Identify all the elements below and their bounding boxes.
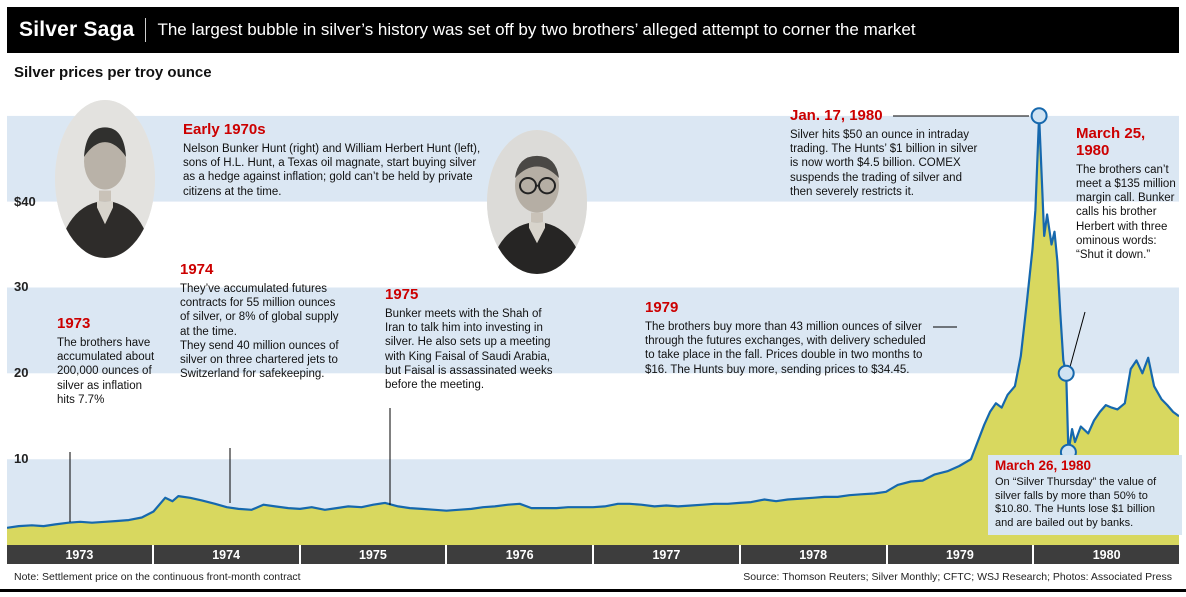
annotation-heading: Jan. 17, 1980: [790, 107, 883, 124]
annotation-1974: 1974 They’ve accumulated futures contrac…: [180, 261, 342, 382]
x-axis-year-1978: 1978: [740, 545, 886, 564]
annotation-body: Bunker meets with the Shah of Iran to ta…: [385, 307, 553, 392]
glasses-icon: [519, 177, 556, 195]
annotation-body: On “Silver Thursday” the value of silver…: [995, 476, 1157, 529]
annotation-body: The brothers buy more than 43 million ou…: [645, 320, 926, 376]
footnote: Note: Settlement price on the continuous…: [14, 571, 301, 583]
annotation-1975: 1975 Bunker meets with the Shah of Iran …: [385, 286, 557, 392]
bg-stripe: [7, 115, 1179, 202]
bg-stripe: [7, 201, 1179, 288]
annotation-heading: March 25, 1980: [1076, 125, 1146, 159]
annotation-heading: March 26, 1980: [995, 458, 1092, 473]
bg-stripe: [7, 90, 1179, 116]
x-axis-year-1977: 1977: [594, 545, 739, 564]
event-marker: [1030, 107, 1048, 125]
annotation-1979: 1979 The brothers buy more than 43 milli…: [645, 299, 937, 377]
annotation-early-1970s: Early 1970s Nelson Bunker Hunt (right) a…: [183, 121, 485, 199]
page-title: Silver Saga: [19, 18, 135, 41]
annotation-heading: 1974: [180, 261, 214, 278]
annotation-march-25-1980: March 25, 1980 The brothers can’t meet a…: [1076, 125, 1176, 262]
event-marker: [1057, 364, 1075, 382]
annotation-body: The brothers can’t meet a $135 million m…: [1076, 163, 1176, 262]
x-axis-year-1979: 1979: [887, 545, 1033, 564]
chart-title: Silver prices per troy ounce: [14, 64, 212, 81]
y-tick-30: 30: [14, 279, 29, 295]
photo-william-herbert-hunt: [55, 100, 155, 258]
annotation-1973: 1973 The brothers have accumulated about…: [57, 315, 161, 407]
annotation-body: They’ve accumulated futures contracts fo…: [180, 282, 339, 381]
x-axis-year-1980: 1980: [1034, 545, 1179, 564]
source-line: Source: Thomson Reuters; Silver Monthly;…: [743, 571, 1172, 583]
header-divider: [145, 18, 147, 42]
bg-stripe: [7, 287, 1179, 374]
x-axis-year-1975: 1975: [300, 545, 446, 564]
y-tick-40: $40: [14, 193, 36, 209]
annotation-heading: 1975: [385, 286, 419, 303]
annotation-march-26-1980: March 26, 1980 On “Silver Thursday” the …: [988, 455, 1182, 535]
annotation-heading: 1979: [645, 299, 679, 316]
annotation-heading: 1973: [57, 315, 91, 332]
portrait-silhouette-glasses: [487, 130, 587, 274]
header-subtitle: The largest bubble in silver’s history w…: [157, 20, 916, 39]
leader-line: [1069, 311, 1086, 368]
annotation-heading: Early 1970s: [183, 121, 266, 138]
y-tick-10: 10: [14, 451, 29, 467]
x-axis-year-1973: 1973: [7, 545, 152, 564]
annotation-jan-17-1980: Jan. 17, 1980 Silver hits $50 an ounce i…: [790, 107, 978, 199]
y-tick-20: 20: [14, 365, 29, 381]
bottom-rule: [0, 589, 1186, 592]
x-axis-year-1976: 1976: [447, 545, 592, 564]
annotation-body: Silver hits $50 an ounce in intraday tra…: [790, 128, 978, 198]
photo-nelson-bunker-hunt: [487, 130, 587, 274]
portrait-silhouette: [55, 100, 155, 258]
x-axis-year-1974: 1974: [153, 545, 299, 564]
annotation-body: Nelson Bunker Hunt (right) and William H…: [183, 142, 481, 198]
header-bar: Silver Saga The largest bubble in silver…: [7, 7, 1179, 53]
x-axis-year-bar: 1973 1974 1975 1976 1977 1978 1979 1980: [7, 545, 1179, 564]
annotation-body: The brothers have accumulated about 200,…: [57, 336, 155, 406]
